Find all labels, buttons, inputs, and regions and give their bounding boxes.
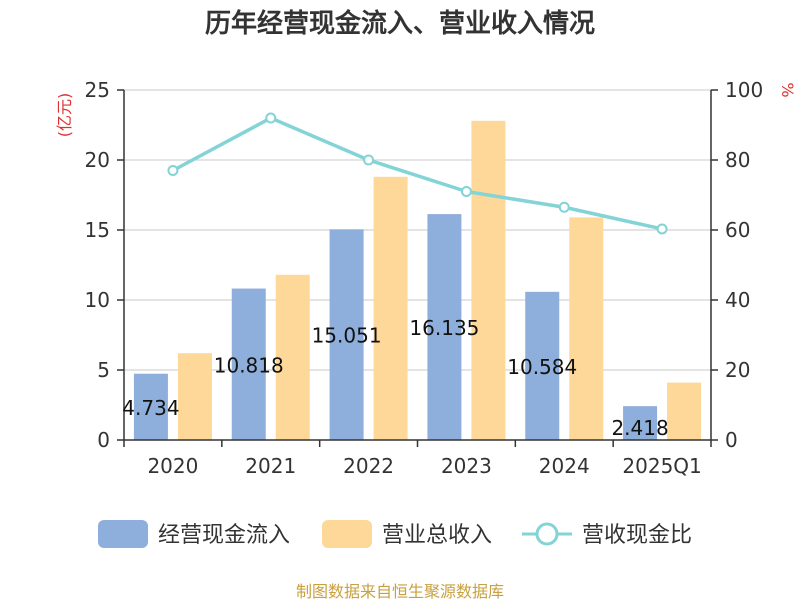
data-label-cash-inflow: 10.818 [214,353,284,377]
y-right-tick-label: 40 [725,288,750,312]
y-right-tick-label: 20 [725,358,750,382]
y-left-tick-label: 10 [85,288,110,312]
line-point-cash-ratio [363,154,375,166]
y-left-tick-label: 5 [97,358,110,382]
line-cash-ratio [172,116,663,231]
bar-revenue [373,176,408,441]
data-label-cash-inflow: 15.051 [312,324,382,348]
y-left-tick-label: 0 [97,428,110,452]
bar-revenue [275,274,310,440]
x-tick-label: 2021 [245,454,296,478]
legend-label: 营业总收入 [382,523,492,548]
y-left-unit: (亿元) [55,93,74,138]
x-tick-label: 2020 [147,454,198,478]
x-tick-label: 2024 [539,454,590,478]
bar-cash-inflow [329,229,364,440]
line-point-cash-ratio [167,165,179,176]
bar-revenue [177,353,212,440]
y-left-tick-label: 25 [85,78,110,102]
y-right-unit: % [778,82,797,97]
legend-label: 营收现金比 [582,523,692,548]
chart-title: 历年经营现金流入、营业收入情况 [205,8,595,39]
bar-cash-inflow [525,291,560,440]
legend-swatch-revenue [322,520,372,548]
x-tick-label: 2022 [343,454,394,478]
line-point-cash-ratio [265,112,277,124]
bar-cash-inflow [231,288,266,440]
x-tick-label: 2023 [441,454,492,478]
bar-revenue [471,120,506,441]
line-point-cash-ratio [558,201,570,213]
bar-cash-inflow [133,373,168,440]
line-point-cash-ratio [460,186,472,197]
source-note: 制图数据来自恒生聚源数据库 [296,582,504,600]
bar-revenue [569,217,604,440]
x-tick-label: 2025Q1 [622,454,701,478]
bar-cash-inflow [623,406,658,440]
data-label-cash-inflow: 16.135 [409,316,479,340]
line-point-cash-ratio [656,223,668,235]
legend-label: 经营现金流入 [158,523,290,548]
y-right-tick-label: 100 [725,78,763,102]
data-label-cash-inflow: 10.584 [507,355,577,379]
legend-swatch-cash-inflow [98,520,148,548]
y-right-tick-label: 80 [725,148,750,172]
data-label-cash-inflow: 4.734 [122,396,179,420]
y-right-tick-label: 0 [725,428,738,452]
y-right-tick-label: 60 [725,218,750,242]
y-left-tick-label: 15 [85,218,110,242]
data-label-cash-inflow: 2.418 [611,416,668,440]
legend-swatch-marker [535,522,559,546]
bar-cash-inflow [427,214,462,440]
bar-revenue [667,382,702,440]
y-left-tick-label: 20 [85,148,110,172]
